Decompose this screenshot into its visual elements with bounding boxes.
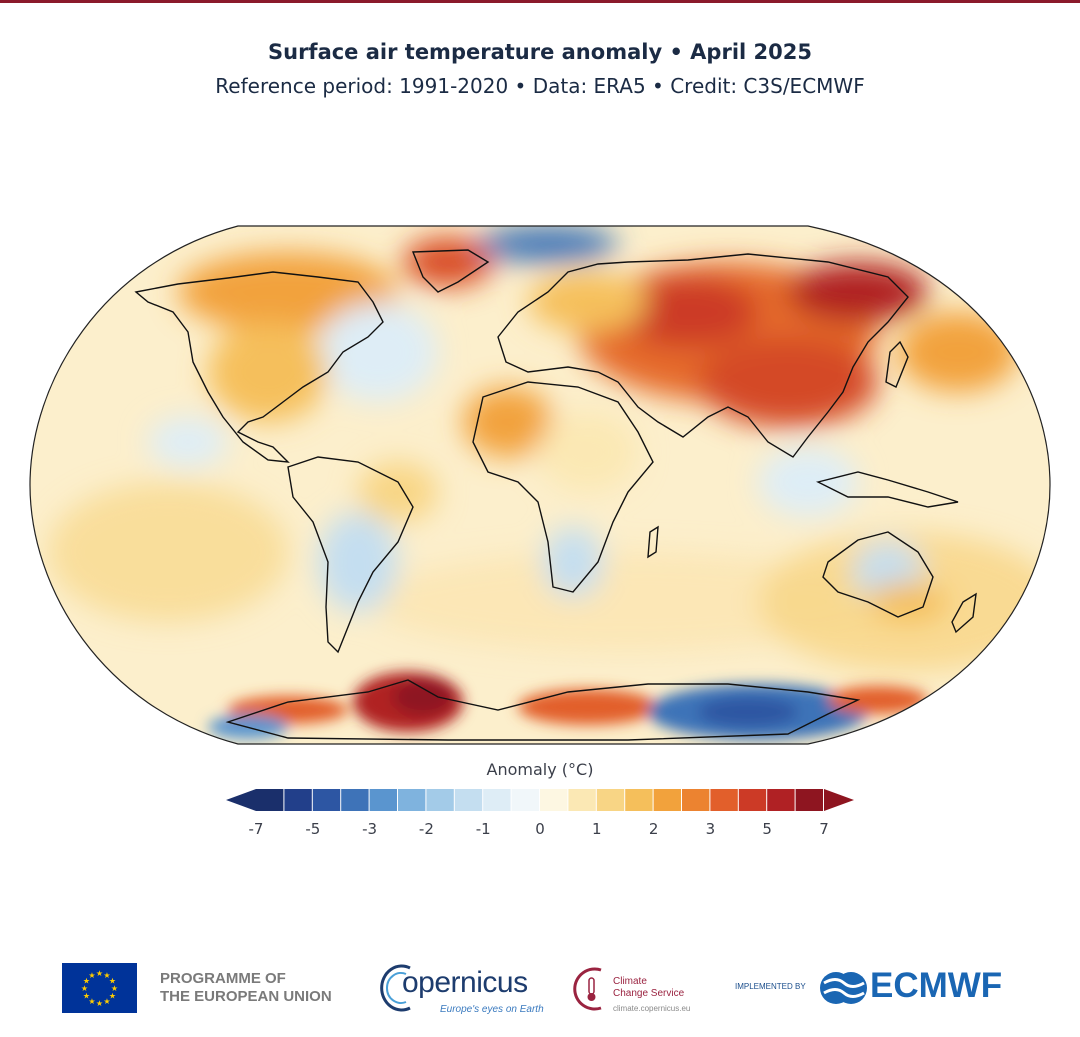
colorbar-segment <box>625 789 653 811</box>
colorbar-segment <box>256 789 284 811</box>
eu-text-line-1: PROGRAMME OF <box>160 970 286 987</box>
colorbar-tick-label: 5 <box>762 820 772 838</box>
eu-flag-logo: ★ ★ ★ ★ ★ ★ ★ ★ ★ ★ ★ ★ <box>62 963 137 1013</box>
colorbar-tick-label: -3 <box>362 820 378 838</box>
copernicus-logo: opernicus Europe's eyes on Earth <box>380 960 544 1016</box>
eu-star-icon: ★ <box>109 977 116 986</box>
colorbar-segment <box>369 789 397 811</box>
eu-star-icon: ★ <box>83 977 90 986</box>
eu-star-icon: ★ <box>81 984 88 993</box>
colorbar-segment <box>284 789 312 811</box>
colorbar-segment <box>568 789 596 811</box>
colorbar-segment <box>426 789 454 811</box>
ecmwf-wave-icon <box>820 972 867 1004</box>
eu-star-icon: ★ <box>109 992 116 1001</box>
colorbar-title: Anomaly (°C) <box>486 760 594 779</box>
eu-star-icon: ★ <box>96 969 103 978</box>
colorbar-segment <box>312 789 341 811</box>
c3s-name-line-2: Change Service <box>613 988 685 999</box>
colorbar-segment <box>682 789 710 811</box>
colorbar-tick-label: -2 <box>418 820 434 838</box>
copernicus-wordmark: opernicus <box>402 966 528 999</box>
colorbar-segment <box>653 789 681 811</box>
eu-star-icon: ★ <box>83 992 90 1001</box>
eu-star-icon: ★ <box>103 997 110 1006</box>
c3s-url: climate.copernicus.eu <box>613 1004 691 1013</box>
c3s-name-line-1: Climate <box>613 976 647 987</box>
colorbar-segment <box>511 789 539 811</box>
colorbar-tick-label: -5 <box>305 820 321 838</box>
copernicus-c-icon <box>380 964 411 1012</box>
eu-star-icon: ★ <box>103 971 110 980</box>
colorbar-segment <box>454 789 483 811</box>
colorbar-segment <box>398 789 426 811</box>
map-title: Surface air temperature anomaly • April … <box>268 40 812 64</box>
top-accent-bar <box>0 0 1080 3</box>
colorbar-tick-label: 7 <box>819 820 829 838</box>
colorbar-tick-label: 1 <box>592 820 602 838</box>
c3s-name: Climate Change Service <box>613 976 684 1000</box>
world-map <box>29 225 1051 745</box>
map-frame <box>29 225 1051 745</box>
eu-programme-text: PROGRAMME OF THE EUROPEAN UNION <box>160 970 360 1006</box>
eu-star-icon: ★ <box>111 984 118 993</box>
c3s-logo: Climate Change Service climate.copernicu… <box>565 960 705 1018</box>
implemented-by-label: IMPLEMENTED BY <box>735 982 806 991</box>
colorbar-tick-label: -7 <box>248 820 264 838</box>
colorbar-segment <box>540 789 568 811</box>
anomaly-field <box>30 226 1050 744</box>
eu-star-icon: ★ <box>88 971 95 980</box>
colorbar-segment <box>767 789 795 811</box>
eu-star-icon: ★ <box>88 997 95 1006</box>
eu-stars-icon: ★ ★★★★★★★★★★★ <box>81 969 118 1008</box>
colorbar-segment <box>596 789 625 811</box>
colorbar <box>226 789 854 811</box>
copernicus-tagline: Europe's eyes on Earth <box>440 1004 544 1015</box>
colorbar-tick-label: -1 <box>475 820 491 838</box>
colorbar-segment <box>738 789 767 811</box>
colorbar-extend-min <box>226 789 256 811</box>
colorbar-segment <box>710 789 738 811</box>
colorbar-segment <box>483 789 511 811</box>
colorbar-segment <box>795 789 823 811</box>
colorbar-tick-label: 0 <box>535 820 545 838</box>
eu-text-line-2: THE EUROPEAN UNION <box>160 988 332 1005</box>
ecmwf-wordmark: ECMWF <box>870 966 1003 1005</box>
thermometer-cloud-icon <box>573 967 602 1011</box>
colorbar-segment <box>341 789 369 811</box>
colorbar-tick-label: 3 <box>705 820 716 838</box>
colorbar-extend-max <box>824 789 854 811</box>
eu-star-icon: ★ <box>96 999 103 1008</box>
colorbar-tick-label: 2 <box>648 820 659 838</box>
map-subtitle: Reference period: 1991-2020 • Data: ERA5… <box>215 74 865 98</box>
ecmwf-logo: ECMWF <box>818 966 1028 1008</box>
coastlines <box>134 249 977 741</box>
